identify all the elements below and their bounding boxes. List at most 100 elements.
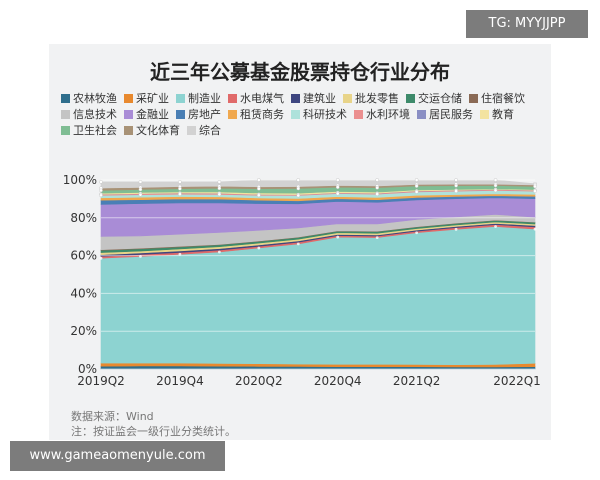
- data-point: [99, 180, 103, 184]
- legend-label: 建筑业: [303, 92, 336, 105]
- legend-label: 租赁商务: [240, 108, 284, 121]
- chart-title: 近三年公募基金股票持仓行业分布: [150, 60, 450, 84]
- legend-item: 住宿餐饮: [469, 90, 525, 106]
- y-tick-label: 80%: [70, 211, 97, 225]
- data-point: [217, 250, 221, 254]
- legend-swatch: [406, 93, 415, 103]
- data-point: [217, 192, 222, 197]
- legend-swatch: [291, 109, 300, 119]
- y-tick-label: 0%: [78, 362, 97, 376]
- legend-label: 房地产: [188, 108, 221, 121]
- data-point: [178, 186, 182, 191]
- data-point: [99, 188, 103, 193]
- legend-swatch: [124, 109, 133, 119]
- legend-swatch: [228, 93, 237, 103]
- legend-swatch: [124, 125, 133, 135]
- legend-swatch: [354, 109, 363, 119]
- data-point: [533, 184, 537, 189]
- data-point: [454, 178, 458, 182]
- data-point: [375, 192, 379, 196]
- legend-label: 卫生社会: [73, 124, 117, 137]
- y-tick-label: 60%: [70, 249, 97, 263]
- legend-swatch: [124, 93, 133, 103]
- data-point: [375, 236, 379, 240]
- data-point: [296, 186, 301, 191]
- legend-label: 批发零售: [355, 92, 399, 105]
- data-point: [414, 190, 419, 194]
- data-point: [178, 180, 182, 184]
- legend-swatch: [61, 109, 70, 119]
- data-point: [178, 252, 182, 256]
- data-point: [139, 254, 142, 258]
- data-point: [138, 187, 143, 192]
- legend-label: 居民服务: [429, 108, 473, 121]
- legend-swatch: [187, 125, 196, 135]
- legend-item: 制造业: [176, 90, 221, 106]
- data-point: [138, 192, 143, 197]
- legend-label: 科研技术: [303, 108, 347, 121]
- data-point: [257, 246, 261, 250]
- data-point: [217, 186, 222, 191]
- legend-item: 综合: [187, 122, 221, 138]
- legend-label: 制造业: [188, 92, 221, 105]
- chart-card: 近三年公募基金股票持仓行业分布 农林牧渔 采矿业 制造业 水电煤气 建筑业 批发零售 交运仓…: [49, 44, 551, 440]
- legend-item: 信息技术: [61, 106, 117, 122]
- data-point: [335, 191, 340, 196]
- legend-label: 文化体育: [136, 124, 180, 137]
- data-point: [533, 189, 537, 193]
- stacked-area-chart: 0% 20% 40% 60% 80% 100% 2019Q2 2019Q4 2020Q2 2020…: [63, 173, 541, 388]
- data-point: [454, 183, 458, 188]
- data-point: [493, 188, 498, 193]
- areas-layer: [100, 179, 536, 370]
- legend-label: 农林牧渔: [73, 92, 117, 105]
- data-point: [138, 180, 143, 184]
- legend-swatch: [61, 125, 70, 135]
- y-tick-label: 100%: [63, 173, 97, 187]
- legend-swatch: [176, 93, 185, 103]
- legend-item: 科研技术: [291, 106, 347, 122]
- x-tick-label: 2020Q2: [235, 374, 283, 388]
- y-tick-label: 20%: [70, 324, 97, 338]
- ticks-layer: 0% 20% 40% 60% 80% 100% 2019Q2 2019Q4 2020Q2 2020…: [63, 173, 541, 388]
- data-point: [335, 185, 340, 189]
- legend-label: 交运仓储: [418, 92, 462, 105]
- legend-item: 租赁商务: [228, 106, 284, 122]
- legend-item: 批发零售: [343, 90, 399, 106]
- legend-item: 水利环境: [354, 106, 410, 122]
- legend-swatch: [343, 93, 352, 103]
- data-point: [414, 184, 419, 188]
- legend-item: 水电煤气: [228, 90, 284, 106]
- x-tick-label: 2021Q2: [393, 374, 441, 388]
- watermark-top-badge: TG: MYYJJPP: [466, 10, 588, 38]
- legend-swatch: [176, 109, 185, 119]
- data-point: [454, 189, 458, 193]
- data-point: [454, 227, 458, 231]
- data-point: [296, 242, 300, 246]
- data-point: [296, 193, 301, 198]
- x-tick-label: 2019Q4: [156, 374, 204, 388]
- data-point: [99, 256, 103, 260]
- legend-label: 水利环境: [366, 108, 410, 121]
- data-point: [493, 178, 498, 182]
- y-tick-label: 40%: [70, 286, 97, 300]
- data-point: [494, 225, 497, 228]
- legend-item: 金融业: [124, 106, 169, 122]
- legend-label: 住宿餐饮: [481, 92, 525, 105]
- classification-note: 注：按证监会一级行业分类统计。: [71, 425, 236, 438]
- legend-swatch: [417, 109, 426, 119]
- data-point: [493, 183, 498, 188]
- legend-label: 金融业: [136, 108, 169, 121]
- data-point: [296, 178, 301, 182]
- data-point: [257, 178, 261, 182]
- data-point: [336, 235, 340, 239]
- data-source-note: 数据来源：Wind: [71, 410, 154, 423]
- legend-label: 教育: [492, 108, 514, 121]
- legend-swatch: [228, 109, 237, 119]
- data-point: [375, 185, 379, 190]
- data-point: [217, 180, 222, 184]
- legend-swatch: [61, 93, 70, 103]
- legend-label: 采矿业: [136, 92, 169, 105]
- data-point: [99, 193, 103, 198]
- legend-item: 交运仓储: [406, 90, 462, 106]
- data-point: [257, 186, 261, 191]
